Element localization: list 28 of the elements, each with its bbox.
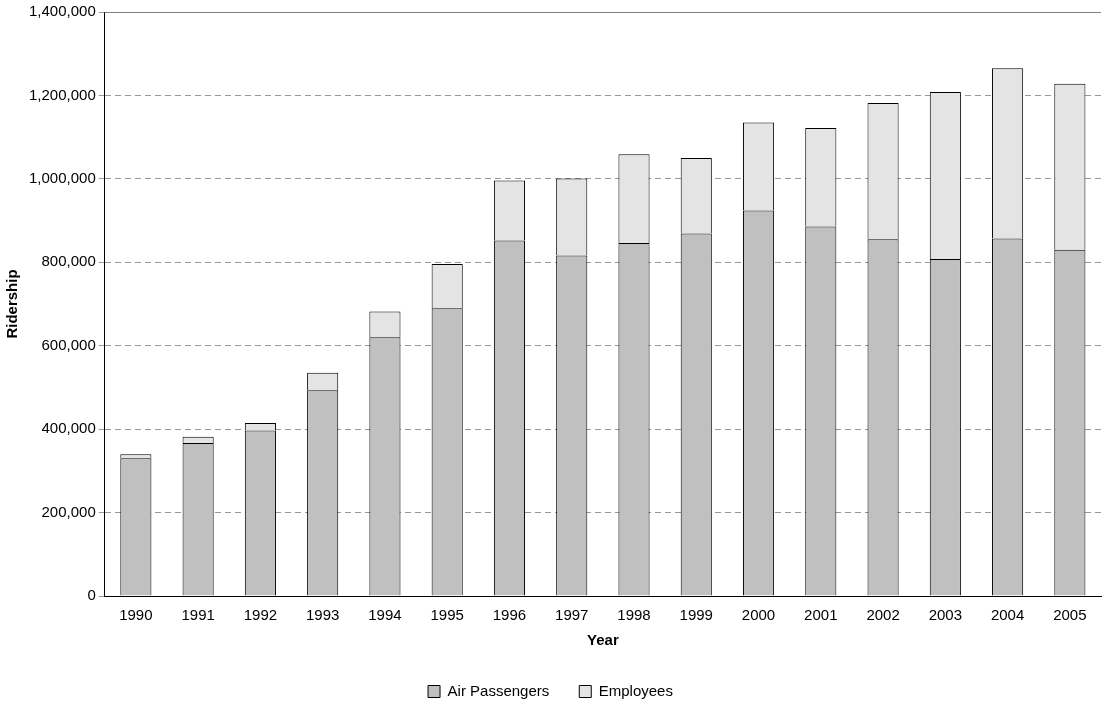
x-tick-label: 2000	[741, 606, 776, 624]
y-tick-label: 0	[87, 586, 96, 604]
x-tick-label: 2005	[1053, 606, 1087, 624]
y-tick-label: 400,000	[41, 419, 96, 437]
x-tick-label: 2003	[928, 606, 963, 624]
x-tick-label: 1999	[679, 606, 713, 624]
legend-label: Employees	[598, 681, 673, 699]
y-tick-label: 200,000	[41, 502, 96, 520]
x-tick-label: 2001	[804, 606, 838, 624]
x-tick-label: 1991	[181, 606, 215, 624]
x-tick-label: 1992	[243, 606, 278, 624]
x-tick-label: 1996	[492, 606, 527, 624]
y-tick-label: 800,000	[41, 252, 96, 270]
x-tick-label: 1990	[119, 606, 153, 624]
x-tick-label: 1994	[368, 606, 402, 624]
legend-label: Air Passengers	[447, 681, 550, 699]
y-tick-label: 600,000	[41, 335, 96, 353]
x-tick-label: 1998	[617, 606, 651, 624]
x-tick-label: 2002	[866, 606, 900, 624]
x-axis-title: Year	[587, 631, 619, 649]
x-tick-label: 1997	[555, 606, 589, 624]
y-tick-label: 1,400,000	[29, 2, 96, 20]
x-tick-label: 1995	[430, 606, 464, 624]
x-tick-label: 2004	[990, 606, 1025, 624]
y-tick-label: 1,000,000	[29, 169, 96, 186]
y-tick-label: 1,200,000	[29, 85, 96, 103]
x-tick-label: 1993	[305, 606, 340, 624]
y-axis-title: Ridership	[3, 269, 21, 339]
